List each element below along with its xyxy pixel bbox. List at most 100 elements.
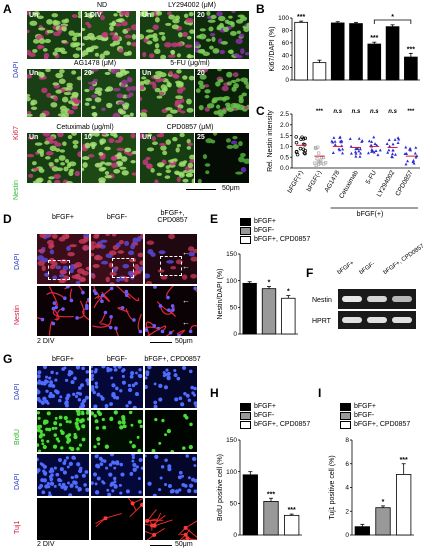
cell [137, 252, 143, 258]
cell [39, 234, 47, 239]
cell [230, 30, 237, 36]
y-tick-label: 8 [345, 437, 349, 444]
cell [49, 145, 57, 152]
bar [242, 282, 257, 335]
cell [140, 80, 146, 85]
nucleus [92, 472, 98, 477]
cell [158, 31, 166, 36]
cell [85, 97, 93, 102]
nucleus [53, 466, 57, 470]
nucleus [53, 421, 58, 426]
nucleus [188, 483, 194, 488]
row-label-dapi: DAPI [13, 61, 20, 78]
data-point [354, 150, 358, 154]
cell [45, 234, 51, 238]
nucleus [170, 304, 175, 308]
cell [205, 138, 213, 144]
bar [261, 288, 277, 335]
cell [171, 24, 179, 30]
cell [91, 143, 96, 150]
y-tick-label: 100 [226, 469, 237, 476]
panel-label-c: C [256, 104, 265, 118]
cell [110, 133, 117, 137]
cell [61, 26, 67, 32]
cell [172, 136, 178, 142]
nucleus [85, 370, 89, 374]
nucleus [153, 404, 158, 408]
cell [174, 99, 182, 106]
tag-20: 20 [197, 70, 205, 77]
cell [140, 85, 145, 91]
nucleus [74, 394, 79, 399]
cell [216, 26, 222, 31]
cell [154, 43, 160, 49]
cell [38, 72, 45, 78]
fiber [46, 292, 66, 299]
micrograph-a-nd-1div [82, 11, 136, 59]
nucleus [95, 454, 99, 458]
cell [96, 11, 104, 15]
cell [187, 162, 194, 169]
significance-label: *** [316, 109, 324, 115]
cell [131, 34, 136, 40]
nucleus [65, 286, 70, 289]
cell [101, 32, 108, 38]
data-point [387, 148, 391, 152]
y-tick-label: 40 [282, 52, 290, 59]
cell [62, 141, 67, 147]
cell [101, 107, 106, 112]
cell [127, 50, 132, 56]
nucleus [113, 466, 117, 470]
div-label: 2 DIV [37, 541, 55, 548]
cell [145, 281, 153, 284]
cell [104, 162, 113, 166]
bar [367, 43, 382, 81]
nucleus [125, 404, 129, 408]
cell [240, 166, 247, 173]
nucleus [167, 464, 172, 469]
nucleus [91, 385, 95, 389]
nucleus [40, 400, 45, 405]
neurite [154, 519, 173, 527]
cell [127, 250, 135, 256]
blot-row-label-nestin: Nestin [312, 297, 332, 304]
cell [66, 180, 73, 183]
cell [235, 78, 241, 82]
cell [134, 264, 140, 270]
nucleus [42, 396, 47, 401]
cell [231, 11, 236, 14]
data-point [404, 162, 408, 166]
cell [28, 52, 36, 57]
nucleus [119, 425, 124, 430]
cell [197, 80, 204, 86]
cell [27, 96, 31, 102]
cell [92, 263, 100, 269]
nucleus [158, 383, 163, 389]
blot-hprt [338, 311, 416, 329]
cell [122, 264, 130, 269]
nucleus [95, 426, 100, 430]
cell [181, 274, 188, 280]
nucleus [127, 387, 133, 393]
cell [140, 33, 145, 40]
cell [182, 178, 189, 183]
nucleus [61, 367, 66, 371]
nucleus [189, 422, 193, 427]
nucleus [85, 395, 89, 400]
fiber [159, 305, 174, 315]
y-axis-label: Tuj1 positive cell (%) [329, 455, 336, 519]
nucleus [37, 411, 41, 415]
row-label-ki67: Ki67 [13, 125, 20, 140]
col-header-bfgf-minus: bFGF- [106, 356, 128, 363]
cell [167, 11, 172, 16]
nucleus [51, 306, 56, 311]
neurite [179, 534, 186, 540]
cell [66, 245, 71, 252]
nucleus [130, 423, 134, 427]
nucleus [39, 483, 44, 488]
soma [103, 516, 108, 521]
cell [170, 109, 178, 114]
cell [75, 280, 81, 284]
nucleus [113, 483, 117, 487]
cell [159, 133, 165, 135]
